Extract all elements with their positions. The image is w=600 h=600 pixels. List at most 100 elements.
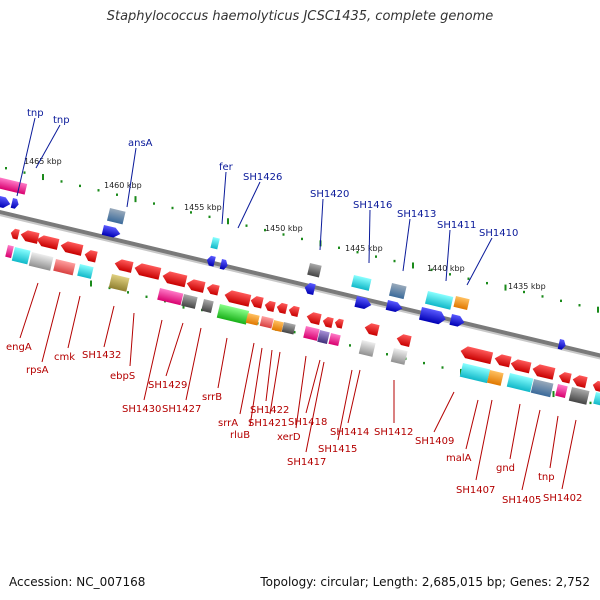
gene-reverse xyxy=(250,296,264,309)
scale-tick xyxy=(282,233,285,236)
scale-tick xyxy=(145,295,148,298)
leader-line-top xyxy=(402,218,411,272)
gene-reverse xyxy=(303,326,320,341)
gene-reverse xyxy=(60,241,84,256)
gene-reverse xyxy=(53,259,76,276)
scale-tick xyxy=(90,280,92,287)
gene-label-bottom: SH1417 xyxy=(287,457,326,468)
leader-line-bottom xyxy=(19,282,39,339)
gene-reverse xyxy=(317,330,330,344)
gene-forward xyxy=(418,307,446,325)
scale-tick xyxy=(42,174,44,181)
gene-reverse xyxy=(494,354,512,368)
gene-reverse xyxy=(288,305,300,318)
gene-reverse xyxy=(530,379,554,398)
gene-reverse xyxy=(358,340,376,357)
gene-forward xyxy=(101,225,121,238)
scale-tick xyxy=(293,330,296,334)
gene-label-bottom: SH1430 xyxy=(122,404,161,415)
label-leader-lines xyxy=(16,117,577,491)
gene-forward xyxy=(10,198,19,209)
gene-label-bottom: xerD xyxy=(277,432,301,443)
gene-forward xyxy=(304,282,316,296)
gene-label-bottom: SH1427 xyxy=(162,404,201,415)
gene-reverse xyxy=(20,230,40,244)
gene-label-bottom: SH1405 xyxy=(502,495,541,506)
scale-tick xyxy=(578,304,581,307)
leader-line-bottom xyxy=(41,291,61,363)
gene-reverse xyxy=(459,363,491,384)
scale-tick xyxy=(541,295,544,298)
leader-line-top xyxy=(237,181,261,229)
gene-reverse xyxy=(264,300,276,313)
scale-tick xyxy=(356,251,359,254)
gene-reverse xyxy=(322,316,334,329)
scale-tick xyxy=(560,299,562,303)
leader-line-bottom xyxy=(217,337,228,389)
gene-reverse xyxy=(114,259,134,273)
kbp-label: 1435 kbp xyxy=(508,282,546,291)
leader-line-bottom xyxy=(295,355,307,429)
scale-tick xyxy=(441,366,444,369)
leader-line-top xyxy=(445,229,451,282)
leader-line-bottom xyxy=(165,322,184,377)
gene-forward xyxy=(210,237,220,250)
gene-reverse xyxy=(245,313,260,326)
scale-tick xyxy=(589,401,592,405)
scale-tick xyxy=(423,361,425,365)
gene-reverse xyxy=(224,290,252,307)
leader-line-bottom xyxy=(521,409,541,491)
leader-line-top xyxy=(16,117,36,197)
gene-label-top: fer xyxy=(219,162,234,173)
leader-line-top xyxy=(368,209,371,264)
leader-line-bottom xyxy=(549,415,559,469)
leader-line-bottom xyxy=(465,399,479,450)
gene-forward xyxy=(0,177,28,195)
gene-label-bottom: SH1429 xyxy=(148,380,187,391)
leader-line-bottom xyxy=(249,347,263,427)
kbp-label: 1455 kbp xyxy=(184,203,222,212)
gene-reverse xyxy=(390,348,408,365)
scale-tick xyxy=(116,193,118,196)
scale-tick xyxy=(79,184,81,188)
gene-label-bottom: srrA xyxy=(218,418,238,429)
gene-label-top: SH1411 xyxy=(437,220,476,231)
gene-reverse xyxy=(36,235,60,250)
scale-tick xyxy=(412,262,414,269)
leader-line-bottom xyxy=(103,305,115,348)
gene-forward xyxy=(307,263,322,278)
gene-reverse xyxy=(84,250,98,263)
gene-forward xyxy=(219,259,228,270)
scale-tick xyxy=(227,218,229,225)
scale-tick xyxy=(467,277,470,280)
gene-label-top: SH1426 xyxy=(243,172,282,183)
gene-label-bottom: SH1407 xyxy=(456,485,495,496)
figure-title: Staphylococcus haemolyticus JCSC1435, co… xyxy=(106,9,494,24)
scale-tick xyxy=(486,281,488,285)
scale-tick xyxy=(264,228,266,232)
gene-reverse xyxy=(162,271,188,288)
kbp-labels: 1465 kbp 1460 kbp 1455 kbp 1450 kbp 1445 kbp… xyxy=(24,157,546,291)
scale-tick xyxy=(338,246,340,249)
scale-tick xyxy=(190,211,192,214)
gene-reverse xyxy=(364,323,380,336)
leader-line-bottom xyxy=(129,312,135,367)
gene-reverse xyxy=(201,299,214,313)
accession-text: Accession: NC_007168 xyxy=(9,575,146,589)
gene-label-bottom: SH1418 xyxy=(288,417,327,428)
leader-line-top xyxy=(466,237,493,286)
leader-line-bottom xyxy=(433,391,455,433)
leader-line-bottom xyxy=(67,295,81,349)
leader-line-top xyxy=(35,124,61,169)
gene-reverse xyxy=(572,375,588,388)
gene-forward xyxy=(449,314,465,327)
scale-tick xyxy=(504,284,507,291)
gene-label-bottom: srrB xyxy=(202,392,222,403)
scale-tick xyxy=(97,189,100,192)
leader-line-bottom xyxy=(265,349,273,402)
gene-forward xyxy=(351,275,372,291)
leader-line-bottom xyxy=(305,361,325,453)
gene-label-bottom: SH1415 xyxy=(318,444,357,455)
gene-reverse xyxy=(11,247,31,265)
gene-reverse xyxy=(568,387,590,405)
